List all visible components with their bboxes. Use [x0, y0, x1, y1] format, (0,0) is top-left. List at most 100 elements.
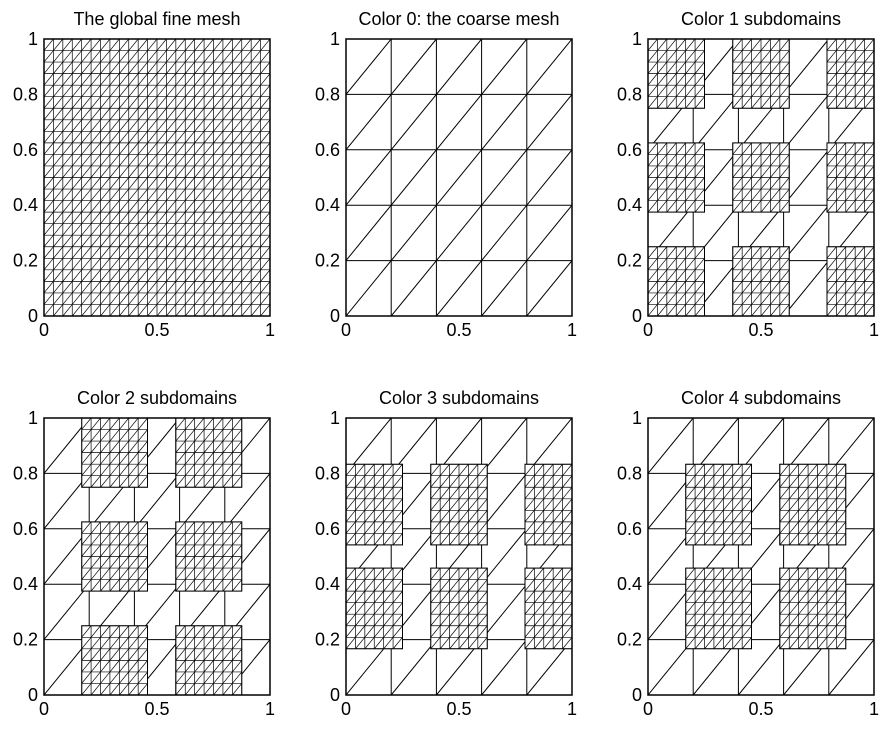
- x-tick-label: 0.5: [748, 320, 773, 340]
- panel-title: The global fine mesh: [73, 9, 240, 29]
- y-tick-label: 0.6: [617, 519, 642, 539]
- fine-mesh-region: [648, 246, 705, 316]
- y-tick-label: 0.2: [617, 630, 642, 650]
- y-tick-label: 0.8: [617, 463, 642, 483]
- coarse-mesh: [346, 39, 572, 316]
- mesh: [648, 418, 874, 695]
- y-tick-label: 0.8: [617, 84, 642, 104]
- y-tick-label: 0.4: [315, 195, 340, 215]
- fine-mesh-region: [648, 142, 705, 213]
- panel-4: Color 3 subdomains 0 0.5 1 0 0.2 0.4 0.6 0.8 1: [315, 388, 577, 719]
- y-tick-label: 0: [28, 685, 38, 705]
- y-tick-label: 0.8: [13, 84, 38, 104]
- x-tick-label: 0: [39, 699, 49, 719]
- fine-mesh-region: [81, 625, 149, 695]
- x-tick-label: 0: [341, 699, 351, 719]
- fine-mesh-region: [685, 567, 753, 650]
- fine-mesh-region: [826, 39, 874, 109]
- y-tick-label: 0.4: [13, 574, 38, 594]
- x-tick-label: 0: [643, 699, 653, 719]
- fine-mesh-region: [430, 567, 488, 650]
- y-tick-label: 0.2: [13, 251, 38, 271]
- panel-0: The global fine mesh 0 0.5 1 0 0.2 0.4 0.6 0.8 1: [13, 9, 275, 340]
- coarse-mesh: [346, 418, 572, 695]
- panel-title: Color 2 subdomains: [77, 388, 237, 408]
- fine-mesh-region: [732, 246, 790, 316]
- mesh: [44, 39, 270, 316]
- fine-mesh-region: [175, 625, 243, 695]
- panel-title: Color 1 subdomains: [681, 9, 841, 29]
- fine-mesh-region: [346, 567, 403, 650]
- fine-mesh-region: [779, 463, 847, 546]
- axes-frame: [345, 417, 573, 696]
- panel-title: Color 0: the coarse mesh: [358, 9, 559, 29]
- fine-mesh-region: [732, 142, 790, 213]
- y-tick-label: 0.2: [617, 251, 642, 271]
- fine-mesh-region: [175, 521, 243, 592]
- fine-mesh-region: [81, 418, 149, 488]
- y-tick-label: 0.8: [315, 463, 340, 483]
- fine-mesh-region: [685, 463, 753, 546]
- panel-1: Color 0: the coarse mesh 0 0.5 1 0 0.2 0.4 0.6 0…: [315, 9, 577, 340]
- fine-mesh-region: [779, 567, 847, 650]
- y-tick-label: 0.4: [617, 195, 642, 215]
- panel-title: Color 3 subdomains: [379, 388, 539, 408]
- fine-mesh-region: [175, 418, 243, 488]
- x-tick-label: 1: [567, 699, 577, 719]
- y-tick-label: 1: [330, 29, 340, 49]
- fine-mesh-region: [524, 567, 572, 650]
- y-tick-label: 0.4: [315, 574, 340, 594]
- y-tick-label: 0.6: [315, 519, 340, 539]
- y-tick-label: 0.2: [315, 251, 340, 271]
- y-tick-label: 0: [330, 685, 340, 705]
- mesh: [346, 39, 572, 316]
- x-tick-label: 0.5: [748, 699, 773, 719]
- y-tick-label: 0.6: [617, 140, 642, 160]
- fine-mesh-region: [44, 39, 270, 316]
- x-tick-label: 1: [265, 699, 275, 719]
- fine-mesh-region: [81, 521, 149, 592]
- x-tick-label: 0.5: [144, 699, 169, 719]
- x-tick-label: 0: [643, 320, 653, 340]
- fine-mesh-region: [648, 39, 705, 109]
- panel-2: Color 1 subdomains 0 0.5 1 0 0.2 0.4 0.6 0.8 1: [617, 9, 879, 340]
- mesh: [44, 418, 270, 695]
- x-tick-label: 1: [265, 320, 275, 340]
- y-tick-label: 0.4: [617, 574, 642, 594]
- axes-frame: [647, 38, 875, 317]
- fine-mesh-region: [524, 463, 572, 546]
- y-tick-label: 1: [28, 408, 38, 428]
- fine-mesh-region: [430, 463, 488, 546]
- y-tick-label: 0: [28, 306, 38, 326]
- y-tick-label: 0: [330, 306, 340, 326]
- x-tick-label: 0.5: [446, 320, 471, 340]
- x-tick-label: 1: [869, 699, 879, 719]
- x-tick-label: 0.5: [144, 320, 169, 340]
- y-tick-label: 0: [632, 685, 642, 705]
- axes-frame: [43, 417, 271, 696]
- y-tick-label: 0.6: [13, 140, 38, 160]
- y-tick-label: 0.2: [13, 630, 38, 650]
- x-tick-label: 1: [869, 320, 879, 340]
- x-tick-label: 0: [39, 320, 49, 340]
- y-tick-label: 1: [632, 29, 642, 49]
- y-tick-label: 0.6: [315, 140, 340, 160]
- coarse-mesh: [648, 418, 874, 695]
- x-tick-label: 0.5: [446, 699, 471, 719]
- y-tick-label: 0.2: [315, 630, 340, 650]
- fine-mesh-region: [826, 246, 874, 316]
- axes-frame: [647, 417, 875, 696]
- fine-mesh-region: [346, 463, 403, 546]
- x-tick-label: 0: [341, 320, 351, 340]
- fine-mesh-region: [732, 39, 790, 109]
- axes-frame: [43, 38, 271, 317]
- y-tick-label: 0.8: [13, 463, 38, 483]
- panel-3: Color 2 subdomains 0 0.5 1 0 0.2 0.4 0.6 0.8 1: [13, 388, 275, 719]
- y-tick-label: 0: [632, 306, 642, 326]
- y-tick-label: 0.8: [315, 84, 340, 104]
- panel-5: Color 4 subdomains 0 0.5 1 0 0.2 0.4 0.6 0.8 1: [617, 388, 879, 719]
- y-tick-label: 1: [330, 408, 340, 428]
- panel-title: Color 4 subdomains: [681, 388, 841, 408]
- fine-mesh-region: [826, 142, 874, 213]
